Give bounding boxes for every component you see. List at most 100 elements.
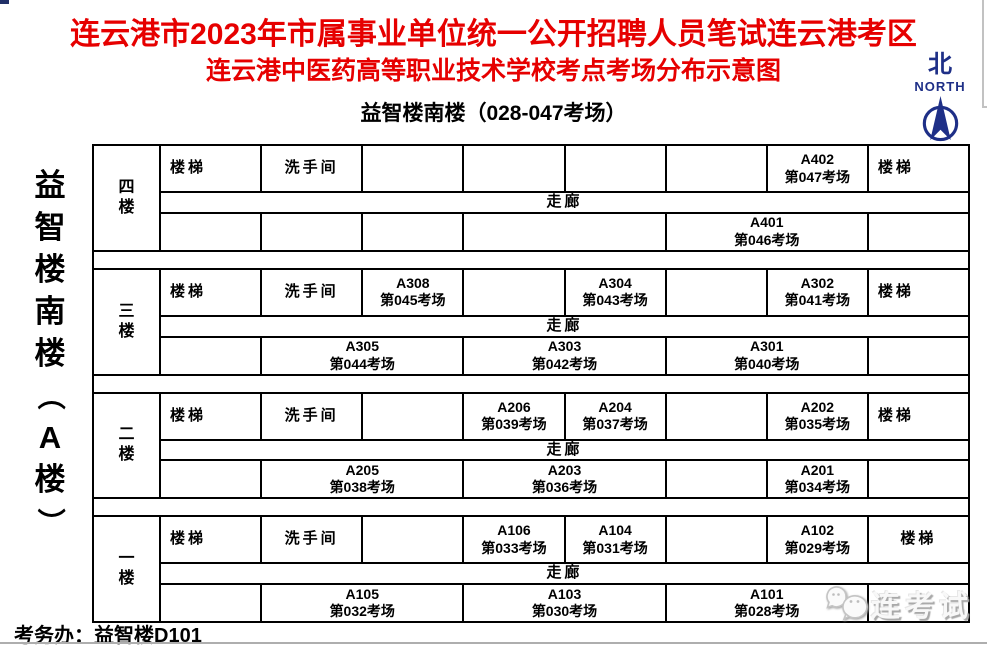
- floors-table-body: 四楼楼梯 洗手间 A402 第047考场 楼梯 走廊 A401 第046考场三楼楼梯 洗手间 A3…: [92, 144, 971, 623]
- floor-spacer-row: [92, 373, 970, 394]
- empty-cell: [664, 459, 768, 500]
- room-cell: A201 第034考场: [765, 459, 869, 500]
- restroom-cell: 洗手间: [260, 391, 364, 441]
- stairs-cell: 楼梯: [866, 267, 971, 317]
- room-number: A206: [497, 398, 531, 415]
- watermark-text: 连考试: [871, 591, 974, 623]
- empty-cell: [866, 211, 971, 252]
- building-name-char: A: [38, 420, 62, 455]
- room-number: A104: [598, 522, 632, 539]
- room-cell: A304 第043考场: [563, 267, 667, 317]
- exam-room-number: 第043考场: [582, 292, 648, 309]
- exam-room-number: 第034考场: [784, 479, 850, 496]
- exam-room-number: 第035考场: [784, 416, 850, 432]
- restroom-cell: 洗手间: [260, 144, 364, 193]
- corridor-cell: 走廊: [159, 314, 970, 338]
- restroom-cell: 洗手间: [260, 267, 364, 317]
- floor-bottom-row: A401 第046考场: [93, 211, 971, 252]
- room-cell: A105 第032考场: [260, 583, 465, 623]
- room-number: A102: [800, 522, 835, 539]
- floor-bottom-row: A305 第044考场 A303 第042考场 A301 第040考场: [93, 335, 971, 376]
- restroom-cell: 洗手间: [260, 515, 364, 565]
- room-cell: A303 第042考场: [462, 335, 667, 376]
- compass-icon: [922, 96, 958, 142]
- empty-cell: [361, 515, 465, 565]
- floor-label-char: 三: [118, 302, 135, 320]
- floor-label-char: 二: [118, 426, 135, 444]
- stairs-cell: 楼梯: [158, 391, 263, 441]
- building-name-char: 楼: [34, 336, 66, 371]
- empty-cell: [361, 391, 465, 441]
- building-name-char: 楼: [34, 252, 66, 287]
- north-indicator: 北 NORTH: [902, 53, 978, 149]
- floor-label: 三楼: [92, 267, 161, 376]
- exam-room-number: 第038考场: [329, 479, 395, 496]
- stairs-cell: 楼梯: [158, 515, 263, 565]
- floor-label-char: 楼: [118, 570, 135, 588]
- room-cell: A206 第039考场: [462, 391, 566, 441]
- exam-room-number: 第036考场: [531, 479, 598, 496]
- corridor-cell: 走廊: [159, 191, 970, 214]
- stairs-cell: 楼梯: [866, 144, 971, 193]
- floor-label: 一楼: [92, 515, 161, 623]
- exam-room-number: 第040考场: [734, 355, 800, 372]
- corridor-row: 走廊: [93, 562, 970, 585]
- page-title-line2: 连云港中医药高等职业技术学校考点考场分布示意图: [205, 57, 781, 85]
- corridor-cell: 走廊: [159, 438, 970, 462]
- empty-cell: [158, 335, 263, 376]
- room-number: A402: [800, 151, 835, 167]
- empty-cell: [866, 459, 971, 500]
- floor-map: 四楼楼梯 洗手间 A402 第047考场 楼梯 走廊 A401 第046考场三楼楼梯 洗手间 A3…: [92, 144, 971, 623]
- exam-room-number: 第028考场: [734, 603, 800, 619]
- building-name-char: 智: [34, 210, 66, 245]
- floor-spacer-row: [92, 497, 970, 518]
- empty-cell: [664, 144, 768, 193]
- room-cell: A204 第037考场: [563, 391, 667, 441]
- floor-label: 二楼: [92, 391, 161, 500]
- corridor-cell: 走廊: [159, 562, 970, 585]
- room-cell: A401 第046考场: [664, 211, 869, 252]
- building-name-char: （: [34, 381, 66, 411]
- room-number: A203: [547, 461, 582, 478]
- room-number: A303: [547, 338, 582, 354]
- empty-cell: [462, 144, 566, 193]
- room-cell: A104 第031考场: [563, 515, 667, 565]
- building-name-char: 南: [34, 294, 66, 329]
- room-number: A105: [345, 585, 379, 602]
- floor-map-table: 四楼楼梯 洗手间 A402 第047考场 楼梯 走廊 A401 第046考场三楼楼梯 洗手间 A3…: [92, 144, 971, 623]
- room-number: A106: [497, 522, 531, 539]
- empty-cell: [158, 211, 263, 252]
- room-number: A305: [345, 338, 379, 354]
- stairs-cell: 楼梯: [866, 515, 971, 565]
- room-number: A103: [547, 585, 582, 602]
- empty-cell: [866, 583, 971, 623]
- room-number: A201: [800, 461, 835, 478]
- floor-label-char: 楼: [118, 322, 135, 340]
- floor-top-row: 一楼楼梯 洗手间 A106 第033考场 A104 第031考场 A102 第029考场 楼梯: [92, 515, 971, 623]
- room-number: A304: [598, 274, 632, 291]
- room-cell: A106 第033考场: [462, 515, 566, 565]
- exam-room-number: 第044考场: [329, 355, 395, 372]
- exam-room-number: 第029考场: [784, 539, 850, 556]
- right-edge-corner-line: [982, 106, 987, 108]
- exam-room-number: 第031考场: [582, 539, 648, 556]
- room-cell: A301 第040考场: [664, 335, 869, 376]
- exam-room-number: 第045考场: [380, 292, 446, 309]
- floor-label: 四楼: [92, 144, 161, 252]
- empty-cell: [664, 391, 768, 441]
- watermark-logo: 连考试: [826, 583, 973, 625]
- room-number: A204: [598, 398, 632, 415]
- corridor-row: 走廊: [93, 191, 970, 214]
- building-name-char: 楼: [34, 462, 66, 497]
- room-number: A401: [750, 214, 784, 231]
- floor-spacer-cell: [92, 497, 970, 518]
- room-cell: A402 第047考场: [765, 144, 869, 193]
- exam-room-number: 第039考场: [481, 416, 547, 432]
- exam-room-number: 第042考场: [531, 355, 598, 372]
- room-number: A205: [345, 461, 379, 478]
- page-title-line1: 连云港市2023年市属事业单位统一公开招聘人员笔试连云港考区: [70, 18, 917, 51]
- empty-cell: [361, 144, 465, 193]
- empty-cell: [158, 583, 263, 623]
- stairs-cell: 楼梯: [866, 391, 971, 441]
- north-english-label: NORTH: [914, 79, 966, 94]
